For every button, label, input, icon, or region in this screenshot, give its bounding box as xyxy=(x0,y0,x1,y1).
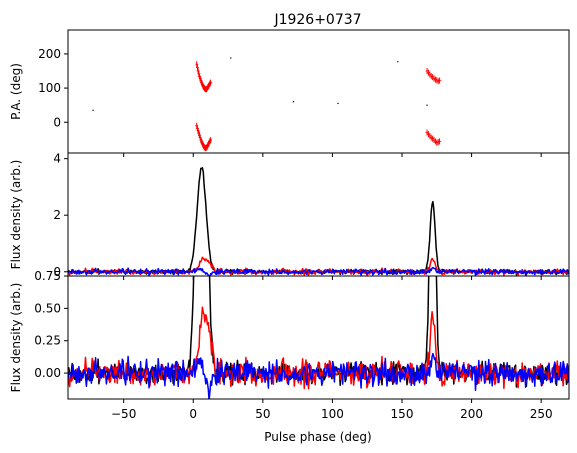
flux-data xyxy=(68,166,569,276)
zoom-yticks: 0.00 0.25 0.50 0.75 xyxy=(34,269,68,380)
pa-point xyxy=(230,57,232,59)
x-tick-label: −50 xyxy=(111,407,136,421)
pa-point xyxy=(292,101,295,103)
flux-series-2 xyxy=(68,266,569,276)
x-tick-label: 250 xyxy=(530,407,553,421)
pa-point xyxy=(397,61,399,63)
flux-ytick-label: 2 xyxy=(53,208,61,222)
pa-yticks: 0 100 200 xyxy=(38,47,68,129)
x-tick-label: 50 xyxy=(255,407,270,421)
pa-ytick-label: 100 xyxy=(38,81,61,95)
zoom-data xyxy=(68,276,569,399)
chart-title: J1926+0737 xyxy=(273,12,361,28)
pa-point xyxy=(426,104,428,106)
flux-ylabel: Flux density (arb.) xyxy=(9,160,23,270)
pa-data xyxy=(92,57,442,152)
zoom-series-1 xyxy=(68,306,569,390)
zoom-panel: 0.00 0.25 0.50 0.75 Flux density (arb.) xyxy=(9,269,570,400)
flux-series-0 xyxy=(68,166,569,276)
flux-panel: 0 2 4 Flux density (arb.) xyxy=(9,152,570,279)
zoom-series-0 xyxy=(68,276,569,388)
x-tick-label: 100 xyxy=(321,407,344,421)
zoom-ytick-label: 0.50 xyxy=(34,301,61,315)
x-tick-label: 150 xyxy=(391,407,414,421)
flux-frame xyxy=(67,152,570,277)
zoom-ylabel: Flux density (arb.) xyxy=(9,283,23,393)
flux-ytick-label: 4 xyxy=(53,152,61,166)
pa-frame xyxy=(67,29,570,154)
zoom-series-2 xyxy=(68,352,569,399)
flux-yticks: 0 2 4 xyxy=(53,152,68,279)
x-axis-ticks: −50 0 50 100 150 200 250 xyxy=(111,153,553,421)
pa-point xyxy=(92,109,94,111)
zoom-ytick-label: 0.75 xyxy=(34,269,61,283)
x-axis-label: Pulse phase (deg) xyxy=(264,430,371,444)
pa-point xyxy=(337,102,339,105)
pa-ylabel: P.A. (deg) xyxy=(9,63,23,120)
zoom-ytick-label: 0.25 xyxy=(34,334,61,348)
pa-ytick-label: 200 xyxy=(38,47,61,61)
zoom-frame xyxy=(67,275,570,400)
pa-panel: 0 100 200 P.A. (deg) xyxy=(9,29,570,154)
zoom-ytick-label: 0.00 xyxy=(34,366,61,380)
x-tick-label: 0 xyxy=(189,407,197,421)
x-tick-label: 200 xyxy=(460,407,483,421)
flux-ytick-label: 0 xyxy=(53,265,61,279)
pa-ytick-label: 0 xyxy=(53,115,61,129)
